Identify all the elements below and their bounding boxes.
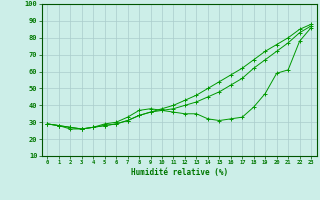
X-axis label: Humidité relative (%): Humidité relative (%) [131,168,228,177]
